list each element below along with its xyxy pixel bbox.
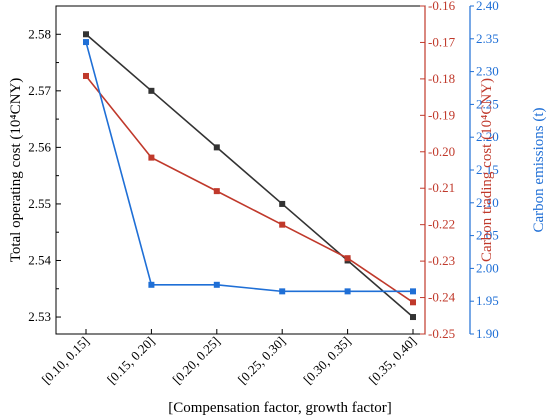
carbon-trading-axis-tick-label: -0.23 — [428, 253, 455, 268]
carbon-trading-axis-tick-label: -0.22 — [428, 217, 455, 232]
series-line-right1 — [85, 75, 414, 303]
series-point-right1 — [279, 221, 286, 228]
x-axis-tick-label: [0.30, 0.35] — [300, 334, 354, 388]
series-line-right2 — [85, 41, 413, 293]
left-axis-tick-label: 2.53 — [28, 309, 51, 324]
carbon-trading-axis-title: Carbon trading cost (10⁴CNY) — [479, 78, 495, 262]
x-axis-tick-label: [0.35, 0.40] — [366, 334, 420, 388]
carbon-emissions-axis-tick-label: 2.25 — [476, 96, 499, 111]
carbon-trading-axis-tick-label: -0.19 — [428, 107, 455, 122]
series-point-right2 — [410, 288, 416, 295]
carbon-trading-axis-tick-label: -0.16 — [428, 0, 456, 13]
series-point-right1 — [344, 255, 351, 262]
carbon-emissions-axis-tick-label: 2.30 — [476, 64, 499, 79]
carbon-emissions-axis-tick-label: 2.15 — [476, 162, 499, 177]
carbon-emissions-axis-tick-label: 2.00 — [476, 260, 499, 275]
series-point-right1 — [213, 188, 220, 195]
series-point-right2 — [83, 39, 89, 46]
series-point-right1 — [410, 299, 416, 306]
series-point-left — [410, 314, 416, 321]
carbon-trading-axis-tick-label: -0.25 — [428, 326, 455, 341]
carbon-trading-axis-tick-label: -0.21 — [428, 180, 455, 195]
carbon-emissions-axis-tick-label: 1.95 — [476, 293, 499, 308]
series-point-right1 — [83, 72, 89, 79]
carbon-trading-axis-tick-label: -0.17 — [428, 34, 456, 49]
x-axis-tick-label: [0.25, 0.30] — [235, 334, 289, 388]
left-axis-tick-label: 2.55 — [28, 196, 51, 211]
series-point-left — [148, 87, 155, 94]
carbon-emissions-axis-tick-label: 2.05 — [476, 228, 499, 243]
x-axis-tick-label: [0.10, 0.15] — [39, 334, 93, 388]
left-axis-title: Total operating cost (10⁴CNY) — [8, 78, 24, 263]
x-axis-tick-label: [0.20, 0.25] — [169, 334, 223, 388]
carbon-emissions-axis-tick-label: 2.20 — [476, 129, 499, 144]
x-axis-title: [Compensation factor, growth factor] — [168, 400, 392, 416]
series-point-right2 — [279, 288, 286, 295]
carbon-trading-axis-tick-label: -0.24 — [428, 290, 456, 305]
carbon-emissions-axis-tick-label: 2.10 — [476, 195, 499, 210]
carbon-trading-axis-tick-label: -0.20 — [428, 144, 455, 159]
carbon-emissions-axis-tick-label: 2.40 — [476, 0, 499, 13]
series-point-right2 — [148, 281, 155, 288]
carbon-emissions-axis-title: Carbon emissions (t) — [531, 108, 547, 233]
carbon-trading-axis-tick-label: -0.18 — [428, 71, 455, 86]
carbon-emissions-axis-tick-label: 2.35 — [476, 31, 499, 46]
series-point-right2 — [344, 288, 351, 295]
series-line-left — [85, 33, 414, 318]
left-axis-tick-label: 2.54 — [28, 252, 51, 267]
left-axis-tick-label: 2.58 — [28, 26, 51, 41]
left-axis-tick-label: 2.57 — [28, 83, 51, 98]
series-point-left — [83, 31, 89, 38]
series-point-left — [279, 200, 286, 207]
x-axis-tick-label: [0.15, 0.20] — [104, 334, 158, 388]
series-point-left — [213, 144, 220, 151]
series-point-right2 — [213, 281, 220, 288]
series-point-right1 — [148, 154, 155, 161]
left-axis-tick-label: 2.56 — [28, 139, 51, 154]
carbon-emissions-axis-tick-label: 1.90 — [476, 326, 499, 341]
